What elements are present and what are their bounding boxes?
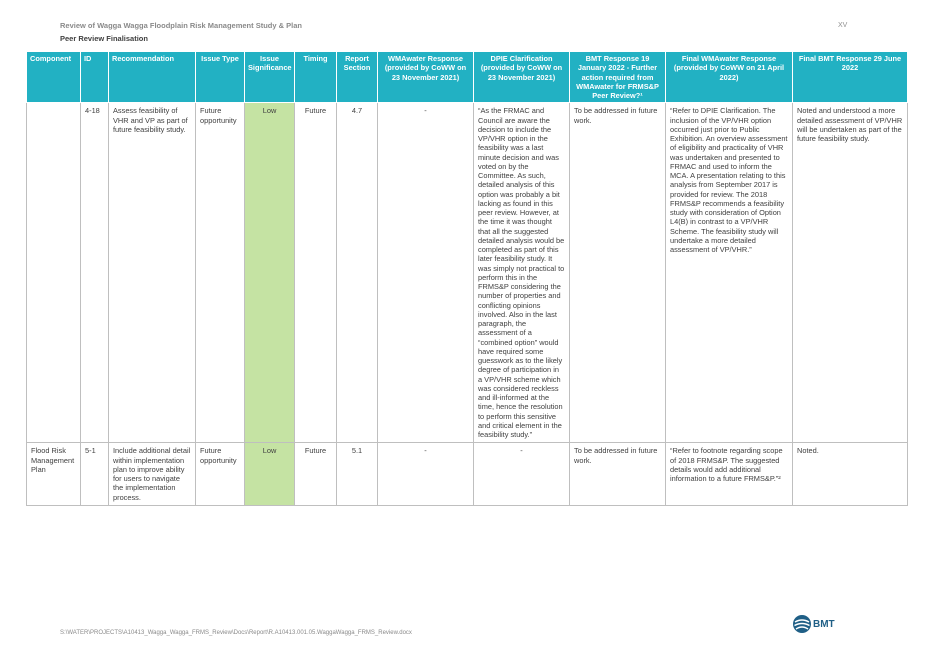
- col-header-final-bmt-response: Final BMT Response 29 June 2022: [792, 50, 908, 104]
- cell-final-bmt-response: Noted.: [792, 442, 908, 506]
- cell-bmt-response: To be addressed in future work.: [569, 442, 666, 506]
- col-header-final-wmawater-response: Final WMAwater Response (provided by CoW…: [665, 50, 793, 104]
- cell-timing: Future: [294, 442, 337, 506]
- cell-final-wmawater-response: “Refer to DPIE Clarification. The inclus…: [665, 102, 793, 444]
- col-header-issue-type: Issue Type: [195, 50, 245, 104]
- cell-recommendation: Assess feasibility of VHR and VP as part…: [108, 102, 196, 444]
- bmt-logo-text: BMT: [813, 618, 835, 630]
- cell-issue-type: Future opportunity: [195, 442, 245, 506]
- cell-bmt-response: To be addressed in future work.: [569, 102, 666, 444]
- page-number: XV: [838, 22, 848, 29]
- col-header-bmt-response: BMT Response 19 January 2022 - Further a…: [569, 50, 666, 104]
- col-header-timing: Timing: [294, 50, 337, 104]
- bmt-globe-icon: [793, 615, 811, 633]
- peer-review-table: Component ID Recommendation Issue Type I…: [26, 50, 908, 506]
- col-header-dpie-clarification: DPIE Clarification (provided by CoWW on …: [473, 50, 570, 104]
- cell-wmawater-response: -: [377, 442, 474, 506]
- cell-component: [26, 102, 81, 444]
- table-row: 4-18 Assess feasibility of VHR and VP as…: [26, 102, 908, 444]
- col-header-report-section: Report Section: [336, 50, 378, 104]
- cell-issue-significance: Low: [244, 102, 295, 444]
- col-header-component: Component: [26, 50, 81, 104]
- document-title: Review of Wagga Wagga Floodplain Risk Ma…: [60, 21, 302, 30]
- cell-recommendation: Include additional detail within impleme…: [108, 442, 196, 506]
- cell-timing: Future: [294, 102, 337, 444]
- col-header-wmawater-response: WMAwater Response (provided by CoWW on 2…: [377, 50, 474, 104]
- cell-dpie-clarification: “As the FRMAC and Council are aware the …: [473, 102, 570, 444]
- cell-component: Flood Risk Management Plan: [26, 442, 81, 506]
- file-path-footer: S:\WATER\PROJECTS\A10413_Wagga_Wagga_FRM…: [60, 630, 412, 636]
- cell-final-wmawater-response: “Refer to footnote regarding scope of 20…: [665, 442, 793, 506]
- cell-id: 4-18: [80, 102, 109, 444]
- col-header-issue-significance: Issue Significance: [244, 50, 295, 104]
- cell-report-section: 5.1: [336, 442, 378, 506]
- section-title: Peer Review Finalisation: [60, 34, 148, 43]
- cell-issue-type: Future opportunity: [195, 102, 245, 444]
- cell-wmawater-response: -: [377, 102, 474, 444]
- bmt-logo: BMT: [792, 614, 835, 634]
- col-header-id: ID: [80, 50, 109, 104]
- col-header-recommendation: Recommendation: [108, 50, 196, 104]
- cell-id: 5-1: [80, 442, 109, 506]
- cell-report-section: 4.7: [336, 102, 378, 444]
- cell-issue-significance: Low: [244, 442, 295, 506]
- cell-dpie-clarification: -: [473, 442, 570, 506]
- cell-final-bmt-response: Noted and understood a more detailed ass…: [792, 102, 908, 444]
- table-header-row: Component ID Recommendation Issue Type I…: [26, 50, 908, 104]
- table-row: Flood Risk Management Plan 5-1 Include a…: [26, 442, 908, 506]
